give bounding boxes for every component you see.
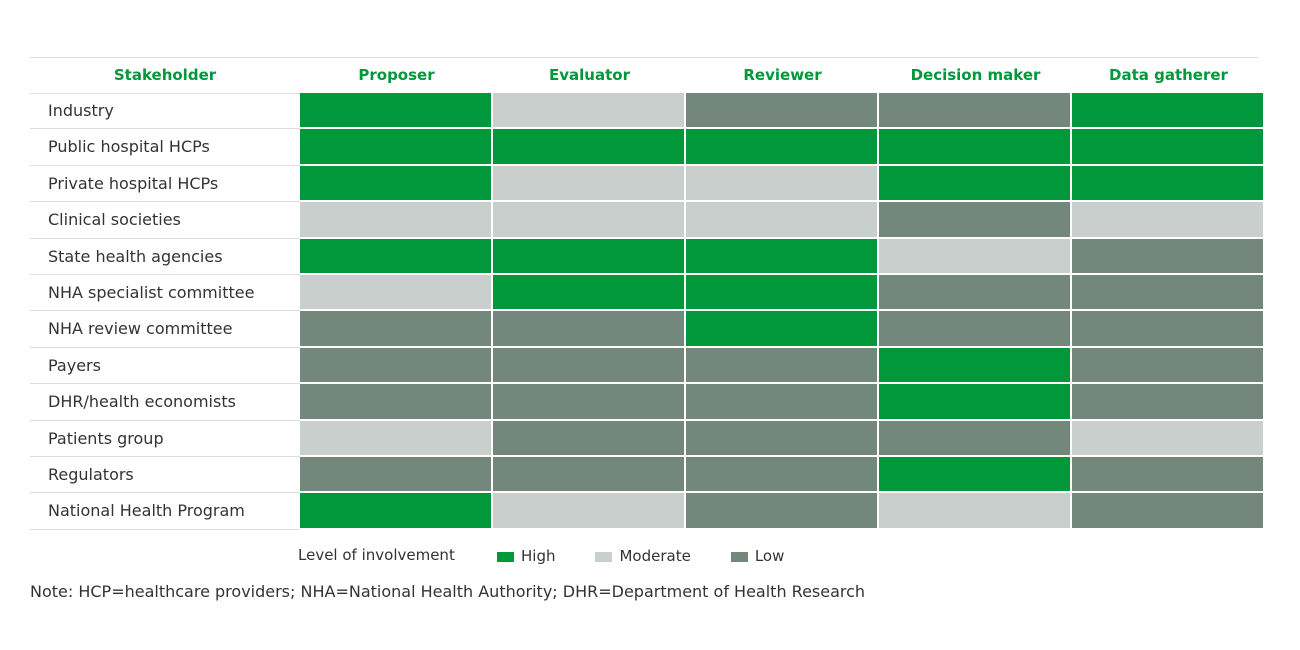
cell [1072,347,1265,385]
cell [493,202,686,239]
cell [300,275,493,312]
cell [1072,238,1265,275]
cell [1072,384,1265,421]
cell [686,202,879,239]
legend-label: Moderate [619,547,691,565]
cell [493,493,686,530]
cell [1072,457,1265,494]
column-header: Proposer [358,66,435,84]
cell [686,311,879,348]
cell [1072,420,1265,457]
cell [686,165,879,203]
row-label: DHR/health economists [30,384,300,421]
row-label: State health agencies [30,239,300,275]
cell [1072,93,1265,130]
cell [686,493,879,530]
cell [879,493,1072,530]
cell [493,457,686,494]
cell [686,93,879,130]
cell [493,384,686,421]
cell [300,93,493,130]
cell [493,165,686,203]
cell [686,129,879,166]
cell [493,347,686,385]
cell [300,238,493,275]
cell [879,384,1072,421]
cell [1072,493,1265,530]
cell [879,165,1072,203]
legend-swatch [497,552,514,562]
row-label: Clinical societies [30,202,300,239]
cell [686,347,879,385]
cell [300,493,493,530]
cell [879,129,1072,166]
row-label: Public hospital HCPs [30,129,300,166]
cell [300,457,493,494]
row-label: Private hospital HCPs [30,166,300,203]
column-header: Data gatherer [1109,66,1228,84]
cell [1072,202,1265,239]
cell [493,238,686,275]
cell [300,165,493,203]
legend-swatch [595,552,613,562]
top-rule [30,57,1258,58]
row-label: Regulators [30,457,300,494]
cell [493,129,686,166]
cell [300,311,493,348]
column-header: Decision maker [910,66,1041,84]
cell [300,202,493,239]
note: Note: HCP=healthcare providers; NHA=Nati… [30,582,866,601]
legend-title: Level of involvement [298,546,455,564]
cell [879,202,1072,239]
row-label: Payers [30,348,300,385]
column-header: Evaluator [549,66,630,84]
legend-label: Low [754,547,785,565]
row-label: National Health Program [30,493,300,530]
cell [879,457,1072,494]
cell [879,347,1072,385]
cell [879,420,1072,457]
cell [493,420,686,457]
legend-swatch [730,552,748,562]
column-header: Stakeholder [113,66,217,84]
cell [1072,311,1265,348]
cell [686,238,879,275]
cell [493,93,686,130]
cell [493,311,686,348]
cell [1072,275,1265,312]
column-header: Reviewer [743,66,822,84]
cell [686,420,879,457]
row-label: Patients group [30,421,300,457]
cell [686,275,879,312]
row-label: Industry [30,93,300,130]
cell [300,384,493,421]
row-label: NHA specialist committee [30,275,300,312]
cell [1072,129,1265,166]
legend-label: High [521,547,556,565]
cell [879,275,1072,312]
cell [879,311,1072,348]
cell [879,238,1072,275]
cell [300,347,493,385]
cell [686,384,879,421]
row-label: NHA review committee [30,311,300,348]
cell [879,93,1072,130]
cell [300,129,493,166]
cell [1072,165,1265,203]
cell [686,457,879,494]
cell [493,275,686,312]
cell [300,420,493,457]
